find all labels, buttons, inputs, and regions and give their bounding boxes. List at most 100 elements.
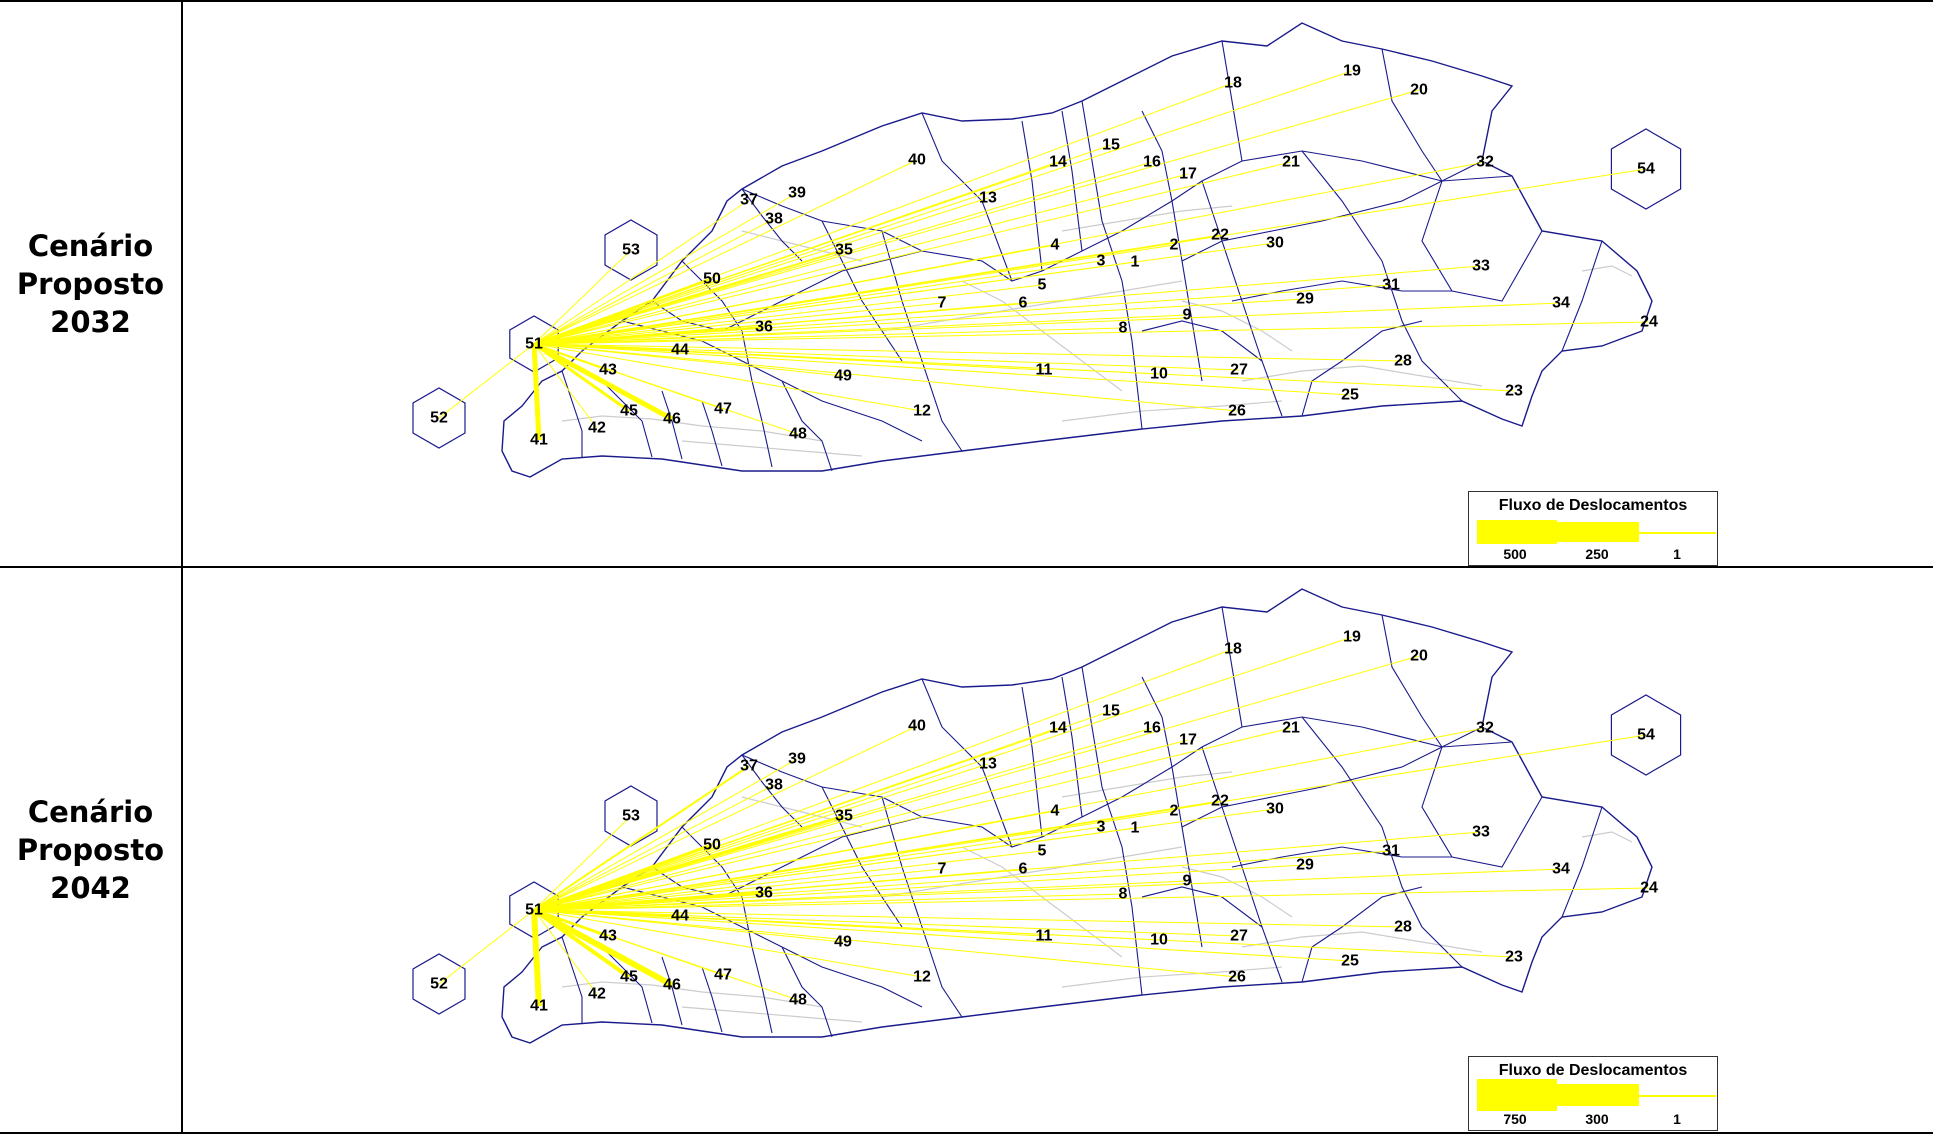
map-panel: 1 2 3 4 5 6 7 8 9 10 11 12 13 14 15 16 17 18 19 20 21 22 23 24 2… bbox=[182, 567, 1933, 1132]
flow-line bbox=[533, 815, 632, 911]
zone-label: 43 bbox=[599, 362, 617, 379]
flow-line bbox=[533, 327, 1124, 345]
zone-border bbox=[561, 370, 583, 457]
zone-label: 14 bbox=[1049, 720, 1067, 737]
zone-label: 2 bbox=[1170, 803, 1179, 820]
zone-border bbox=[701, 400, 723, 467]
street-line bbox=[1581, 831, 1633, 843]
zone-label: 51 bbox=[525, 902, 543, 919]
zone-label: 50 bbox=[703, 271, 721, 288]
zone-label: 15 bbox=[1102, 703, 1120, 720]
zone-label: 31 bbox=[1382, 277, 1400, 294]
zone-label: 44 bbox=[671, 342, 689, 359]
zone-label: 27 bbox=[1230, 362, 1248, 379]
zone-border bbox=[741, 188, 803, 262]
zone-label: 47 bbox=[714, 967, 732, 984]
zone-label: 47 bbox=[714, 401, 732, 418]
zone-label: 19 bbox=[1343, 629, 1361, 646]
scenario-row-2042: Cenário Proposto 2042 1 2 3 4 5 6 7 8 9 10 11 12 13 1… bbox=[0, 567, 1933, 1132]
flow-line bbox=[533, 199, 750, 345]
table-col-divider bbox=[181, 0, 183, 1134]
zone-label: 27 bbox=[1230, 928, 1248, 945]
zone-label: 11 bbox=[1036, 928, 1053, 945]
zone-border bbox=[1561, 240, 1603, 352]
zone-label: 24 bbox=[1640, 314, 1658, 331]
zone-label: 37 bbox=[740, 758, 758, 775]
zone-label: 36 bbox=[755, 885, 773, 902]
zone-border bbox=[1021, 686, 1043, 838]
legend-value: 1 bbox=[1673, 1111, 1681, 1127]
flow-line bbox=[531, 909, 542, 1007]
flow-line bbox=[533, 89, 1420, 345]
zone-label: 52 bbox=[430, 410, 448, 427]
flow-line bbox=[533, 893, 1124, 911]
zone-label: 16 bbox=[1143, 154, 1161, 171]
flow-line bbox=[531, 343, 542, 441]
zone-label: 9 bbox=[1183, 873, 1192, 890]
street-line bbox=[1581, 265, 1633, 277]
zone-label: 32 bbox=[1476, 154, 1494, 171]
zone-label: 33 bbox=[1472, 824, 1490, 841]
flow-line bbox=[533, 284, 1043, 345]
table-top-border bbox=[0, 0, 1933, 2]
zone-label: 34 bbox=[1552, 295, 1570, 312]
flow-line bbox=[533, 265, 1482, 345]
zone-label: 52 bbox=[430, 976, 448, 993]
zone-border bbox=[1181, 180, 1443, 262]
zone-label: 3 bbox=[1097, 253, 1106, 270]
zone-label: 13 bbox=[979, 190, 997, 207]
zone-label: 10 bbox=[1150, 366, 1168, 383]
zone-border bbox=[821, 786, 903, 928]
zone-border bbox=[1061, 676, 1083, 818]
flow-line bbox=[533, 727, 1486, 911]
street-line bbox=[561, 415, 823, 442]
zone-label: 23 bbox=[1505, 383, 1523, 400]
zone-border bbox=[701, 966, 723, 1033]
flow-line bbox=[533, 758, 798, 911]
street-line bbox=[1061, 771, 1233, 798]
legend-value: 300 bbox=[1585, 1111, 1609, 1127]
flow-line bbox=[533, 909, 844, 943]
zone-label: 45 bbox=[620, 403, 638, 420]
flow-line bbox=[533, 343, 1238, 412]
flow-line bbox=[533, 343, 923, 412]
zone-border bbox=[921, 678, 1013, 848]
street-line bbox=[1241, 931, 1483, 953]
flow-line bbox=[533, 249, 632, 345]
zone-label: 11 bbox=[1036, 362, 1053, 379]
flow-line bbox=[533, 343, 1351, 396]
zone-label: 26 bbox=[1228, 403, 1246, 420]
flow-line bbox=[533, 765, 750, 911]
zone-map: 1234567891011121314151617181920212223242… bbox=[412, 588, 1682, 1044]
flow-line bbox=[533, 343, 844, 377]
zone-border bbox=[1421, 160, 1543, 302]
street-line bbox=[1181, 300, 1293, 352]
region-outline bbox=[501, 588, 1653, 1044]
flow-line bbox=[533, 343, 799, 435]
flow-line bbox=[533, 249, 845, 345]
scenario-label: Cenário Proposto 2032 bbox=[0, 1, 181, 566]
zone-border bbox=[741, 754, 803, 828]
zone-label: 29 bbox=[1296, 291, 1314, 308]
zone-label: 21 bbox=[1282, 154, 1300, 171]
flow-line bbox=[533, 298, 1306, 345]
zone-label: 30 bbox=[1266, 801, 1284, 818]
zone-label: 17 bbox=[1179, 732, 1197, 749]
zone-border bbox=[1301, 716, 1463, 968]
flow-line bbox=[533, 808, 1276, 911]
flow-line bbox=[533, 868, 1562, 911]
street-line bbox=[1061, 400, 1283, 422]
map-panel: 1 2 3 4 5 6 7 8 9 10 11 12 13 14 15 16 17 18 19 20 21 22 23 24 2… bbox=[182, 1, 1933, 566]
scenario-label: Cenário Proposto 2042 bbox=[0, 567, 181, 1132]
flow-line bbox=[533, 891, 765, 912]
legend-title: Fluxo de Deslocamentos bbox=[1498, 497, 1688, 514]
scenario-label-line: Cenário bbox=[27, 794, 154, 829]
flow-line bbox=[533, 784, 775, 911]
flow-line bbox=[533, 826, 1102, 911]
zone-label: 39 bbox=[788, 185, 806, 202]
flow-line bbox=[533, 168, 1647, 345]
flow-line bbox=[533, 197, 989, 345]
zone-label: 26 bbox=[1228, 969, 1246, 986]
zone-border bbox=[1221, 40, 1243, 162]
scenario-label-line: 2032 bbox=[50, 304, 131, 339]
